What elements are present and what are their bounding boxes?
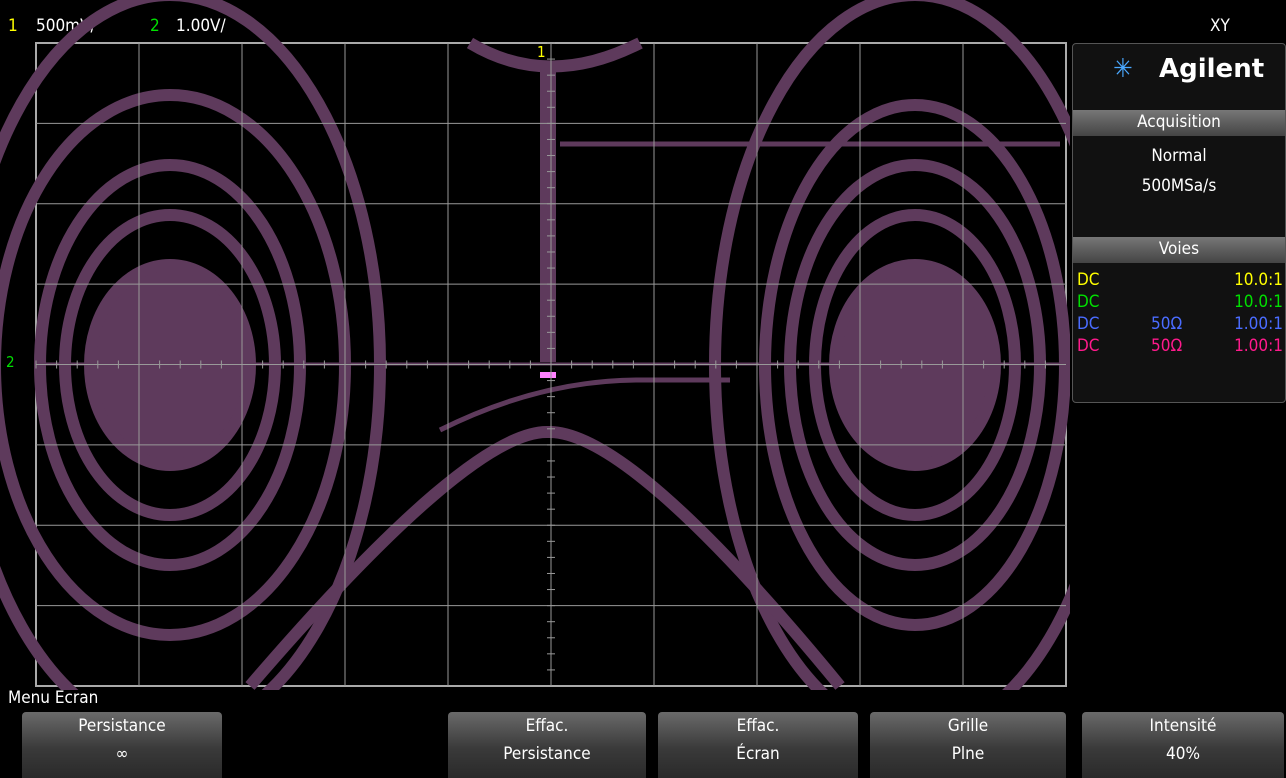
channel-probe: 10.0:1 xyxy=(1234,270,1283,290)
channel-impedance: 50Ω xyxy=(1151,336,1183,356)
channel-coupling: DC xyxy=(1077,292,1100,312)
ch2-label: 2 xyxy=(150,16,160,36)
section-header xyxy=(1073,110,1285,136)
channel-probe: 1.00:1 xyxy=(1234,314,1283,334)
softkey[interactable]: Grille Plne xyxy=(870,712,1066,778)
ch2-scale: 1.00V/ xyxy=(176,16,226,36)
softkey-value: Plne xyxy=(951,744,985,764)
ch2-marker: 2 xyxy=(6,353,15,371)
ch1-label: 1 xyxy=(8,16,18,36)
side-panel: ✳ Agilent Acquisition Normal 500MSa/s Vo… xyxy=(1072,43,1286,403)
channel-impedance: 50Ω xyxy=(1151,314,1183,334)
channel-coupling: DC xyxy=(1077,336,1100,356)
ch1-marker: 1 xyxy=(537,43,546,61)
softkey-label: Effac. xyxy=(736,716,780,736)
softkey[interactable]: Persistance ∞ xyxy=(22,712,222,778)
acquisition-mode: Normal xyxy=(1151,146,1207,166)
channels-title: Voies xyxy=(1158,239,1200,259)
softkey-label: Intensité xyxy=(1149,716,1217,736)
channel-probe: 1.00:1 xyxy=(1234,336,1283,356)
channel-coupling: DC xyxy=(1077,270,1100,290)
softkey-value: Écran xyxy=(736,744,780,764)
cursor-marker xyxy=(540,372,556,378)
brand-name: Agilent xyxy=(1159,54,1265,84)
softkey-value: 40% xyxy=(1166,744,1200,764)
softkey-value: Persistance xyxy=(503,744,591,764)
grid xyxy=(35,42,1066,686)
channel-coupling: DC xyxy=(1077,314,1100,334)
softkey[interactable]: Effac. Persistance xyxy=(448,712,646,778)
trace-curve xyxy=(245,425,845,690)
channel-probe: 10.0:1 xyxy=(1234,292,1283,312)
graticule: 1 2 xyxy=(0,0,1070,690)
softkey-label: Persistance xyxy=(78,716,166,736)
section-header xyxy=(1073,237,1285,263)
brand-logo: ✳ xyxy=(1113,54,1133,84)
acquisition-title: Acquisition xyxy=(1137,112,1221,132)
trace-line xyxy=(438,377,730,433)
mode-label: XY xyxy=(1210,16,1230,36)
softkey-label: Effac. xyxy=(525,716,569,736)
softkey-label: Grille xyxy=(947,716,989,736)
acquisition-rate: 500MSa/s xyxy=(1141,176,1217,196)
softkey[interactable]: Effac. Écran xyxy=(658,712,858,778)
softkey[interactable]: Intensité 40% xyxy=(1082,712,1284,778)
softkey-value: ∞ xyxy=(115,744,129,764)
menu-title: Menu Ecran xyxy=(8,688,99,708)
